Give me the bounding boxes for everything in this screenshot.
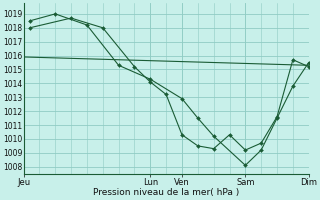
X-axis label: Pression niveau de la mer( hPa ): Pression niveau de la mer( hPa ): [93, 188, 239, 197]
